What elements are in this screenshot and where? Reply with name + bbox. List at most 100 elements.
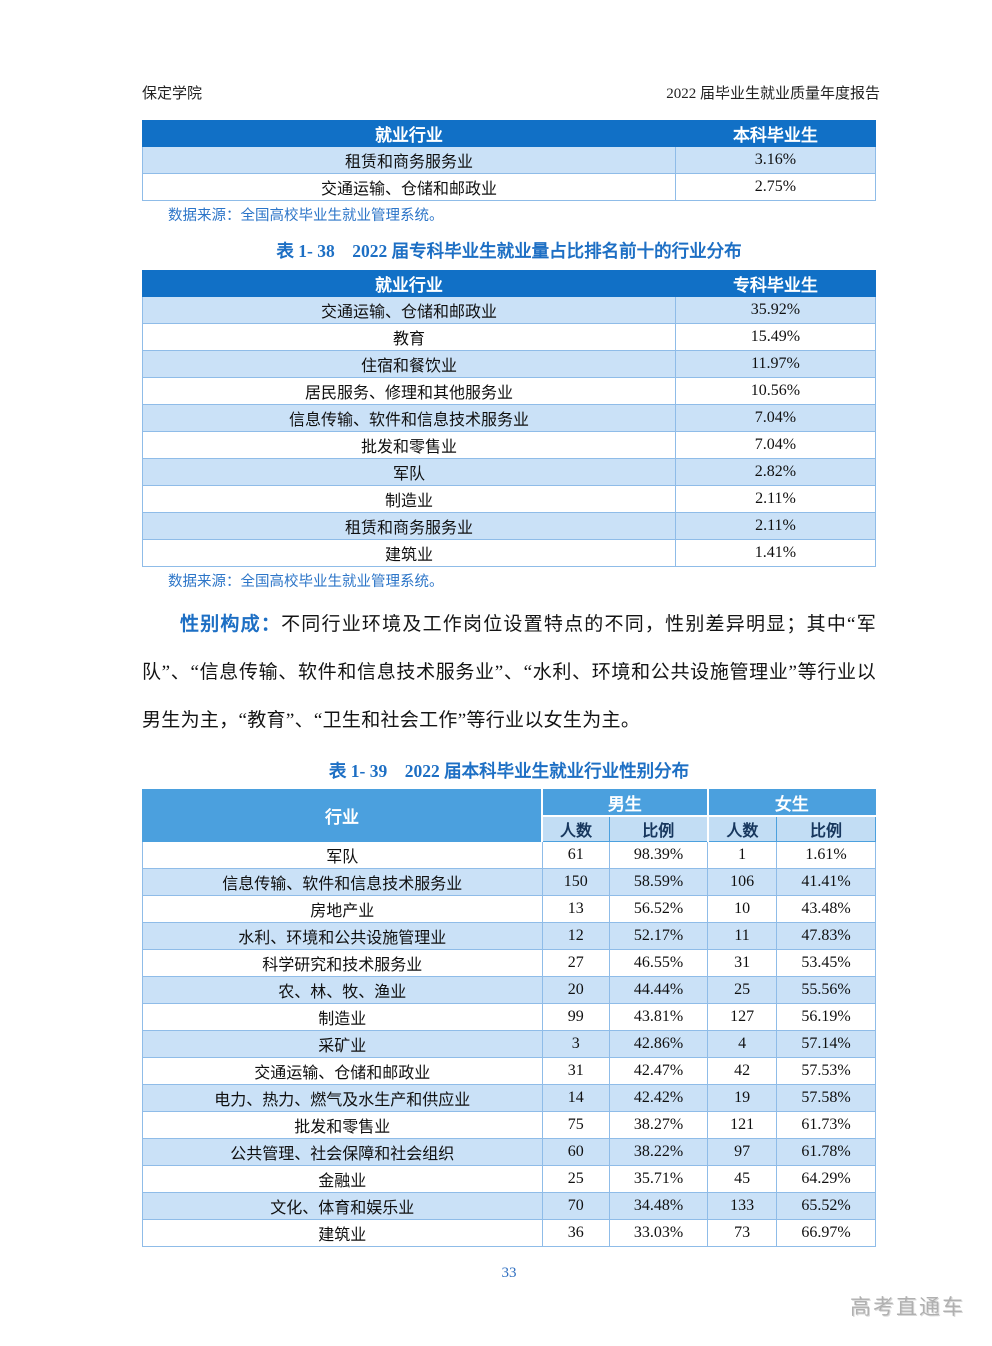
table-139-caption: 表 1- 39 2022 届本科毕业生就业行业性别分布	[328, 761, 690, 781]
table-cell: 7.04%	[674, 404, 877, 432]
column-header-male-ratio: 比例	[608, 815, 709, 842]
table-row: 军队 61 98.39% 1 1.61%	[142, 841, 876, 869]
table-cell: 11	[707, 922, 778, 950]
table-cell: 军队	[142, 458, 676, 486]
table-cell: 75	[541, 1111, 610, 1139]
table-row: 租赁和商务服务业 2.11%	[142, 512, 877, 540]
table-cell: 10	[707, 895, 778, 923]
table-cell: 150	[541, 868, 610, 896]
table-cell: 35.92%	[674, 296, 877, 324]
table-row: 教育 15.49%	[142, 323, 877, 351]
table-cell: 58.59%	[608, 868, 709, 896]
table-cell: 55.56%	[776, 976, 876, 1004]
header-school-name: 保定学院	[142, 86, 203, 102]
table-cell: 38.22%	[608, 1138, 709, 1166]
table-cell: 106	[707, 868, 778, 896]
gender-composition-paragraph: 性别构成：不同行业环境及工作岗位设置特点的不同，性别差异明显；其中“军队”、“信…	[142, 601, 876, 745]
table-cell: 47.83%	[776, 922, 876, 950]
table-cell: 64.29%	[776, 1165, 876, 1193]
table-row: 房地产业 13 56.52% 10 43.48%	[142, 895, 876, 923]
table-cell: 56.52%	[608, 895, 709, 923]
table-cell: 1.61%	[776, 841, 876, 869]
table-cell: 35.71%	[608, 1165, 709, 1193]
table-row: 信息传输、软件和信息技术服务业 7.04%	[142, 404, 877, 432]
table-cell: 交通运输、仓储和邮政业	[142, 173, 676, 201]
table-cell: 2.11%	[674, 485, 877, 513]
table-header-row: 就业行业 专科毕业生	[142, 270, 877, 297]
table-cell: 3	[541, 1030, 610, 1058]
column-header-undergrad: 本科毕业生	[674, 120, 877, 147]
table-row: 文化、体育和娱乐业 70 34.48% 133 65.52%	[142, 1192, 876, 1220]
header-report-title: 2022 届毕业生就业质量年度报告	[666, 86, 880, 102]
table-cell: 70	[541, 1192, 610, 1220]
table-cell: 31	[541, 1057, 610, 1085]
table-cell: 19	[707, 1084, 778, 1112]
table-row: 农、林、牧、渔业 20 44.44% 25 55.56%	[142, 976, 876, 1004]
table-cell: 文化、体育和娱乐业	[142, 1192, 543, 1220]
table-cell: 25	[707, 976, 778, 1004]
table-row: 交通运输、仓储和邮政业 31 42.47% 42 57.53%	[142, 1057, 876, 1085]
table-cell: 42.47%	[608, 1057, 709, 1085]
table-cell: 住宿和餐饮业	[142, 350, 676, 378]
paragraph-body: 不同行业环境及工作岗位设置特点的不同，性别差异明显；其中“军队”、“信息传输、软…	[142, 614, 876, 731]
table-group-header-row: 行业 男生 女生	[142, 789, 876, 842]
column-header-junior-college: 专科毕业生	[674, 270, 877, 297]
table-row: 批发和零售业 7.04%	[142, 431, 877, 459]
table-cell: 43.81%	[608, 1003, 709, 1031]
table-cell: 军队	[142, 841, 543, 869]
table-cell: 信息传输、软件和信息技术服务业	[142, 404, 676, 432]
table-cell: 56.19%	[776, 1003, 876, 1031]
column-header-industry: 行业	[142, 789, 543, 842]
column-group-male: 男生	[541, 789, 709, 817]
column-header-male-count: 人数	[541, 815, 610, 842]
table-cell: 批发和零售业	[142, 431, 676, 459]
table-cell: 25	[541, 1165, 610, 1193]
table-cell: 60	[541, 1138, 610, 1166]
table-cell: 46.55%	[608, 949, 709, 977]
table-cell: 科学研究和技术服务业	[142, 949, 543, 977]
table-row: 建筑业 36 33.03% 73 66.97%	[142, 1219, 876, 1247]
table-cell: 租赁和商务服务业	[142, 146, 676, 174]
table-cell: 73	[707, 1219, 778, 1247]
table-cell: 42.42%	[608, 1084, 709, 1112]
table-row: 电力、热力、燃气及水生产和供应业 14 42.42% 19 57.58%	[142, 1084, 876, 1112]
table-cell: 2.75%	[674, 173, 877, 201]
column-header-industry: 就业行业	[142, 270, 676, 297]
table-cell: 61.73%	[776, 1111, 876, 1139]
table-row: 金融业 25 35.71% 45 64.29%	[142, 1165, 876, 1193]
table-row: 公共管理、社会保障和社会组织 60 38.22% 97 61.78%	[142, 1138, 876, 1166]
table-cell: 11.97%	[674, 350, 877, 378]
data-source-note: 数据来源：全国高校毕业生就业管理系统。	[168, 208, 444, 224]
table-cell: 99	[541, 1003, 610, 1031]
table-subheader-row: 人数 比例 人数 比例	[143, 815, 876, 842]
table-cell: 66.97%	[776, 1219, 876, 1247]
page-content: 就业行业 本科毕业生 租赁和商务服务业 3.16% 交通运输、仓储和邮政业 2.75%…	[142, 0, 877, 1282]
table-cell: 交通运输、仓储和邮政业	[142, 1057, 543, 1085]
table-cell: 57.53%	[776, 1057, 876, 1085]
table-cell: 61	[541, 841, 610, 869]
table-cell: 水利、环境和公共设施管理业	[142, 922, 543, 950]
watermark: 高考直通车	[850, 1295, 965, 1319]
table-cell: 41.41%	[776, 868, 876, 896]
table-row: 住宿和餐饮业 11.97%	[142, 350, 877, 378]
table-cell: 133	[707, 1192, 778, 1220]
table-cell: 27	[541, 949, 610, 977]
table-cell: 97	[707, 1138, 778, 1166]
page-number: 33	[501, 1265, 517, 1281]
page-header: 保定学院 2022 届毕业生就业质量年度报告	[142, 82, 880, 103]
table-cell: 1.41%	[674, 539, 877, 567]
table-cell: 4	[707, 1030, 778, 1058]
table-cell: 教育	[142, 323, 676, 351]
table-row: 制造业 2.11%	[142, 485, 877, 513]
table-row: 水利、环境和公共设施管理业 12 52.17% 11 47.83%	[142, 922, 876, 950]
table-cell: 2.82%	[674, 458, 877, 486]
table-cell: 13	[541, 895, 610, 923]
paragraph-lead: 性别构成：	[180, 614, 282, 635]
table-cell: 34.48%	[608, 1192, 709, 1220]
table-row: 交通运输、仓储和邮政业 2.75%	[142, 173, 877, 201]
column-group-female: 女生	[706, 789, 876, 817]
table-cell: 42.86%	[608, 1030, 709, 1058]
table-cell: 12	[541, 922, 610, 950]
table-row: 租赁和商务服务业 3.16%	[142, 146, 877, 174]
table-row: 科学研究和技术服务业 27 46.55% 31 53.45%	[142, 949, 876, 977]
